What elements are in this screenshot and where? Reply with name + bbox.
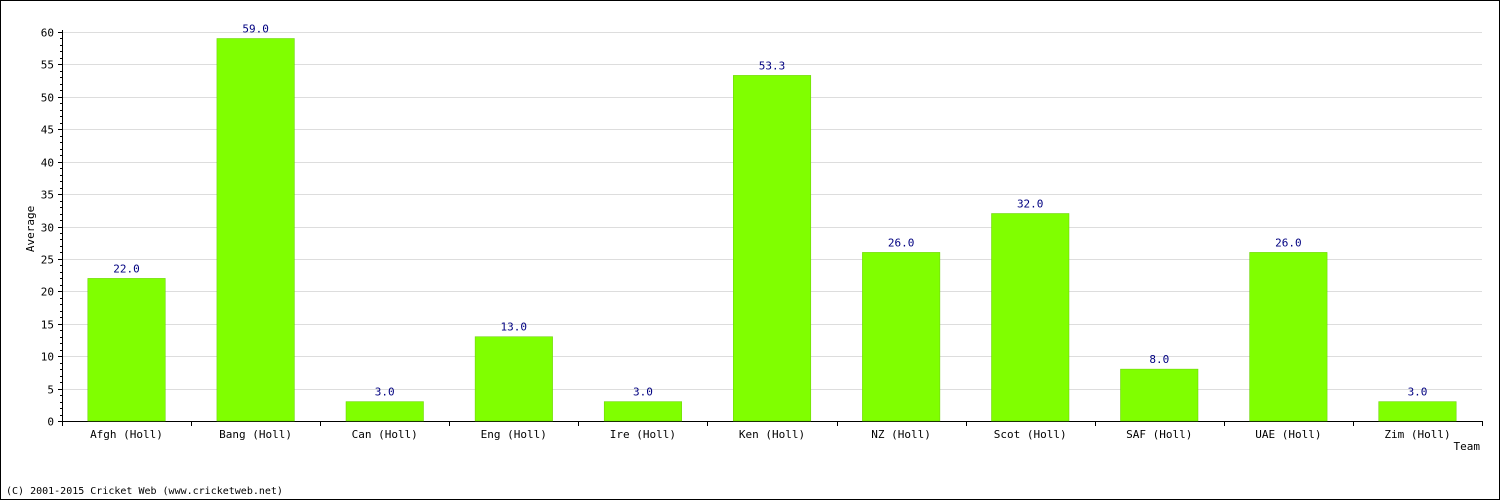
y-tick-label: 50 [41, 92, 54, 105]
bars [87, 38, 1457, 422]
y-axis: 0 5 10 15 20 25 30 35 40 45 50 55 60 [41, 27, 63, 429]
bar [474, 336, 553, 422]
bar [87, 278, 166, 422]
bar [603, 401, 682, 422]
bar [1249, 252, 1328, 422]
x-tick-label: Ire (Holl) [610, 428, 676, 441]
bar [1120, 368, 1199, 422]
bar [862, 252, 941, 422]
y-tick-label: 0 [47, 416, 54, 429]
bar-value-label: 22.0 [113, 262, 140, 275]
bar-value-label: 3.0 [375, 386, 395, 399]
y-tick-label: 25 [41, 254, 54, 267]
bar [1378, 401, 1457, 422]
x-tick-label: Scot (Holl) [994, 428, 1067, 441]
y-tick-label: 10 [41, 351, 54, 364]
x-tick-label: UAE (Holl) [1255, 428, 1321, 441]
x-tick-label: SAF (Holl) [1126, 428, 1192, 441]
y-tick-label: 60 [41, 27, 54, 40]
y-tick-label: 30 [41, 222, 54, 235]
y-tick-label: 5 [47, 384, 54, 397]
x-tick-label: Zim (Holl) [1384, 428, 1450, 441]
x-tick-label: Bang (Holl) [219, 428, 292, 441]
bar-value-label: 26.0 [1275, 236, 1302, 249]
bar-value-label: 13.0 [501, 321, 528, 334]
bar-value-label: 32.0 [1017, 198, 1044, 211]
x-tick-label: NZ (Holl) [871, 428, 931, 441]
x-axis: Afgh (Holl) Bang (Holl) Can (Holl) Eng (Hol… [62, 421, 1483, 441]
bar [733, 75, 812, 422]
y-axis-label: Average [24, 206, 37, 252]
y-tick-label: 15 [41, 319, 54, 332]
bar [345, 401, 424, 422]
x-tick-label: Ken (Holl) [739, 428, 805, 441]
bar-value-label: 59.0 [242, 23, 269, 36]
y-tick-label: 45 [41, 124, 54, 137]
y-tick-label: 35 [41, 189, 54, 202]
bar [991, 213, 1070, 422]
bar-value-label: 26.0 [888, 236, 915, 249]
x-tick-label: Eng (Holl) [481, 428, 547, 441]
x-axis-label: Team [1454, 440, 1481, 453]
y-tick-label: 40 [41, 157, 54, 170]
copyright-notice: (C) 2001-2015 Cricket Web (www.cricketwe… [6, 486, 283, 497]
y-tick-label: 55 [41, 59, 54, 72]
x-tick-label: Can (Holl) [352, 428, 418, 441]
y-tick-label: 20 [41, 286, 54, 299]
value-labels: 22.0 59.0 3.0 13.0 3.0 53.3 26.0 32.0 8.0 26.0 3.0 [113, 23, 1427, 399]
bar [216, 38, 295, 422]
bar-value-label: 8.0 [1149, 353, 1169, 366]
bar-value-label: 3.0 [633, 386, 653, 399]
bar-value-label: 53.3 [759, 59, 786, 72]
x-tick-label: Afgh (Holl) [90, 428, 163, 441]
bar-value-label: 3.0 [1408, 386, 1428, 399]
